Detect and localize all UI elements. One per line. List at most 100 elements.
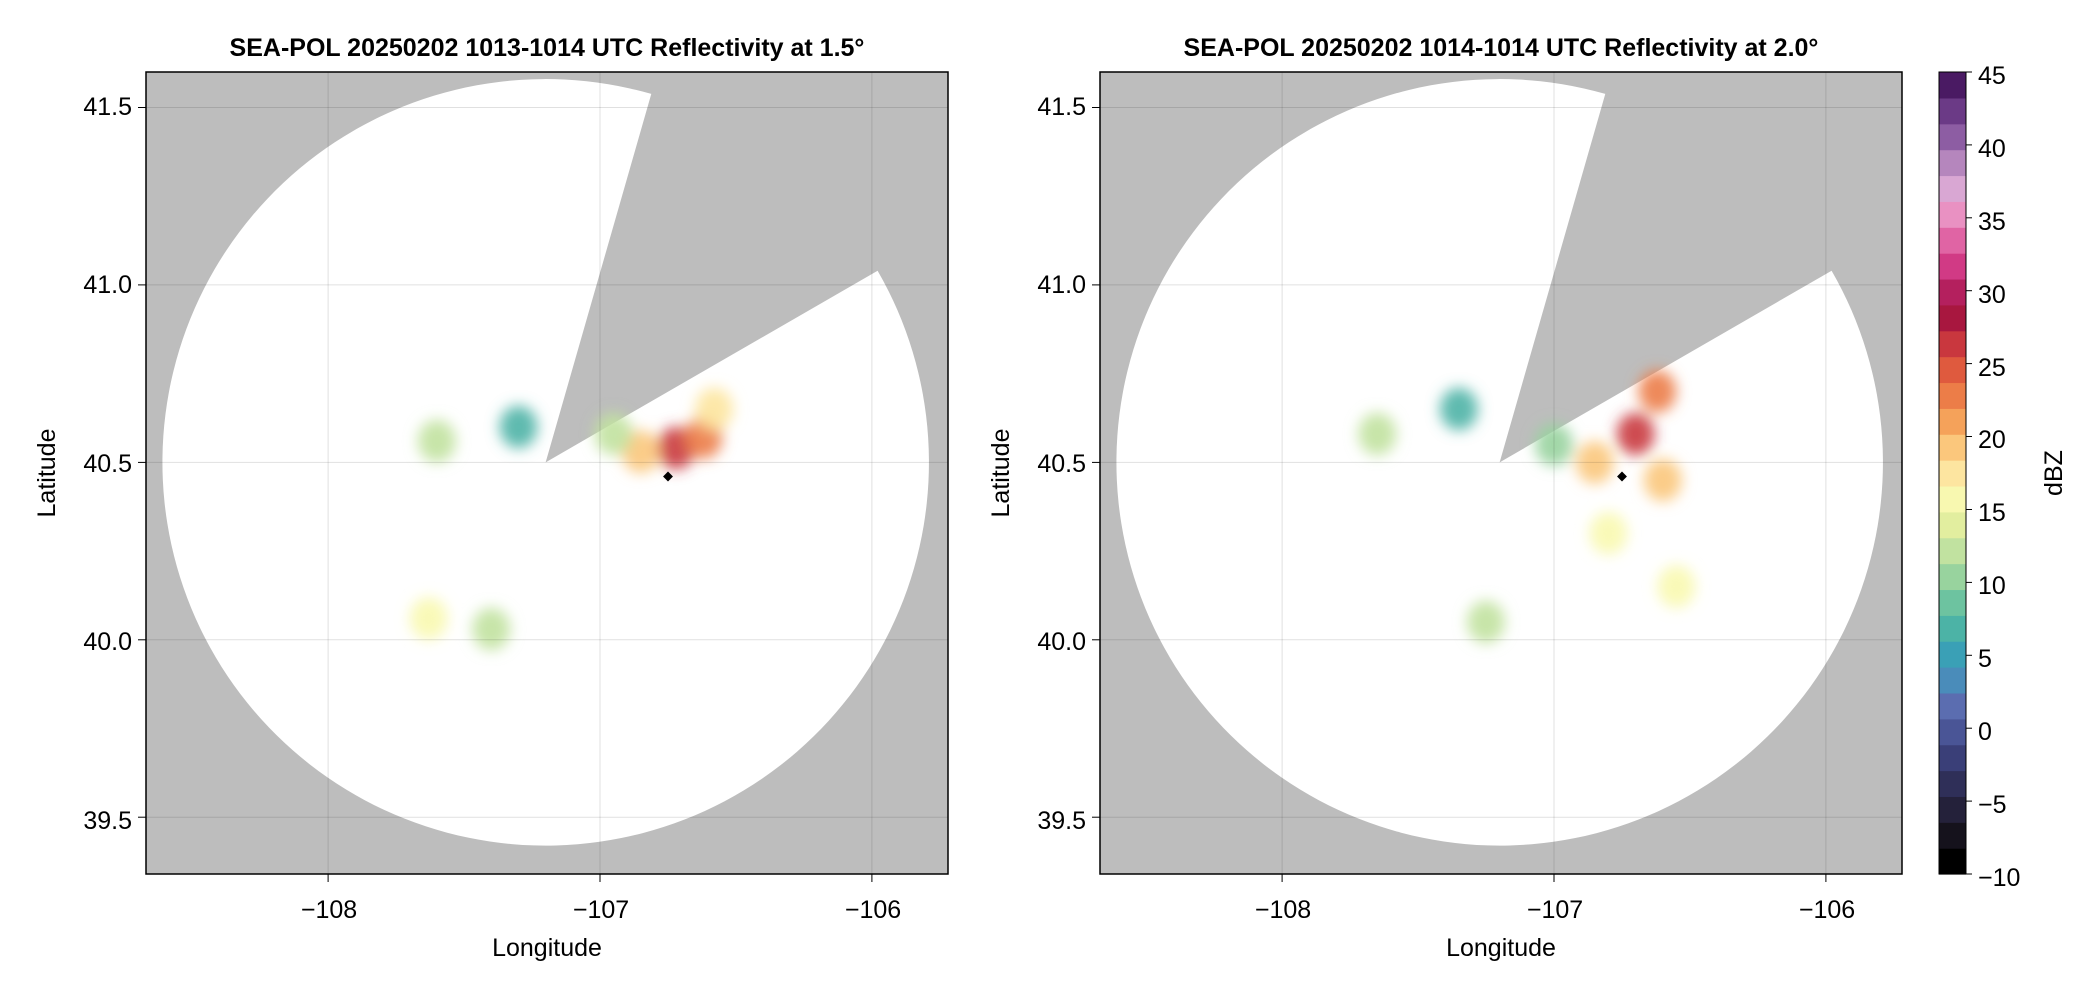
panel-1-xtick-label: −108: [301, 896, 357, 924]
panel-2-gridlines: [1100, 72, 1902, 874]
panel-1-ytick-label: 40.0: [83, 628, 132, 656]
colorbar-band: [1939, 356, 1966, 384]
colorbar-tick-label: 40: [1978, 135, 2006, 163]
echo-region: [417, 419, 456, 463]
colorbar-band: [1939, 563, 1966, 591]
panel-2-xtick-label: −108: [1255, 896, 1311, 924]
colorbar-band: [1939, 848, 1966, 875]
colorbar-band: [1939, 434, 1966, 461]
echo-region: [1657, 565, 1696, 608]
panel-2-title: SEA-POL 20250202 1014-1014 UTC Reflectiv…: [1184, 34, 1819, 62]
echo-region: [594, 412, 633, 456]
panel-1-plot-area: [146, 72, 948, 874]
colorbar-band: [1939, 796, 1966, 823]
colorbar-frame: [1938, 71, 1967, 875]
panel-1-site-marker: [663, 471, 673, 482]
colorbar-band: [1939, 408, 1966, 435]
panel-2-xtick-label: −106: [1799, 896, 1855, 924]
colorbar-tick-label: 25: [1978, 354, 2006, 382]
panel-2-ytick-label: 41.0: [1037, 271, 1086, 299]
panel-1-xtick-label: −107: [573, 896, 629, 924]
panel-2-ytick-label: 40.0: [1037, 628, 1086, 656]
colorbar-tick-label: 15: [1978, 499, 2006, 527]
panel-2-plot-area: [1100, 72, 1902, 874]
colorbar-tick-label: 20: [1978, 426, 2006, 454]
colorbar-tick-label: 45: [1978, 62, 2006, 90]
colorbar-band: [1939, 304, 1966, 332]
panel-1-echo-layer: [409, 387, 734, 651]
colorbar-tick-label: −10: [1978, 864, 2020, 892]
colorbar-band: [1939, 330, 1966, 358]
echo-region: [409, 597, 448, 640]
colorbar-band: [1939, 485, 1966, 513]
colorbar-band: [1939, 718, 1966, 746]
panel-2-ytick-label: 41.5: [1037, 93, 1086, 121]
panel-2-ylabel: Latitude: [987, 429, 1015, 518]
panel-1: SEA-POL 20250202 1013-1014 UTC Reflectiv…: [33, 34, 949, 962]
echo-region: [472, 607, 511, 651]
panel-2-ytick-label: 40.5: [1037, 450, 1086, 478]
colorbar-tick-label: −5: [1978, 791, 2007, 819]
echo-region: [1638, 370, 1677, 413]
panel-2-site-marker: [1617, 471, 1627, 482]
colorbar-label: dBZ: [2040, 450, 2068, 496]
colorbar-band: [1939, 227, 1966, 254]
panel-2-radar-coverage: [1116, 79, 1883, 846]
colorbar-tick-label: 0: [1978, 718, 1992, 746]
panel-2-frame: [1099, 71, 1903, 875]
panel-1-xlabel: Longitude: [492, 934, 602, 962]
colorbar-band: [1939, 460, 1966, 487]
echo-region: [695, 387, 734, 431]
colorbar-band: [1939, 537, 1966, 565]
echo-region: [1575, 441, 1614, 484]
colorbar-band: [1939, 382, 1966, 409]
colorbar-band: [1939, 201, 1966, 228]
panel-2-ytick-label: 39.5: [1037, 807, 1086, 835]
colorbar: 45 40 35 30 25 20 15 10 5 0 −5 −10 dBZ: [1938, 62, 2068, 892]
colorbar-band: [1939, 744, 1966, 772]
panel-1-radar-coverage: [162, 79, 929, 846]
panel-1-ytick-label: 41.0: [83, 271, 132, 299]
colorbar-band: [1939, 253, 1966, 280]
echo-region: [1467, 600, 1505, 644]
colorbar-band: [1939, 511, 1966, 539]
colorbar-band: [1939, 97, 1966, 125]
panel-1-ytick-label: 40.5: [83, 450, 132, 478]
panel-2-echo-layer: [1358, 370, 1696, 644]
colorbar-ticks: 45 40 35 30 25 20 15 10 5 0 −5 −10: [1966, 62, 2020, 892]
colorbar-tick-label: 35: [1978, 208, 2006, 236]
colorbar-band: [1939, 641, 1966, 668]
colorbar-band: [1939, 278, 1966, 306]
colorbar-tick-label: 30: [1978, 281, 2006, 309]
colorbar-band: [1939, 667, 1966, 694]
colorbar-band: [1939, 589, 1966, 616]
colorbar-band: [1939, 615, 1966, 642]
colorbar-band: [1939, 72, 1966, 99]
colorbar-band: [1939, 822, 1966, 849]
panel-1-xtick-label: −106: [845, 896, 901, 924]
colorbar-tick-label: 10: [1978, 572, 2006, 600]
echo-region: [1589, 512, 1628, 555]
colorbar-band: [1939, 770, 1966, 797]
colorbar-tick-label: 5: [1978, 645, 1992, 673]
echo-region: [1358, 412, 1397, 456]
panel-1-ylabel: Latitude: [33, 429, 61, 518]
echo-region: [1535, 423, 1573, 466]
colorbar-band: [1939, 149, 1966, 177]
colorbar-bands: [1939, 72, 1966, 875]
panel-1-ytick-label: 39.5: [83, 807, 132, 835]
echo-region: [1616, 412, 1655, 456]
echo-region: [1439, 387, 1478, 431]
panel-1-ytick-label: 41.5: [83, 93, 132, 121]
panel-1-frame: [145, 71, 949, 875]
panel-1-gridlines: [146, 72, 948, 874]
echo-region: [499, 405, 538, 449]
colorbar-band: [1939, 123, 1966, 151]
panel-2-ticks: −108 −107 −106 39.5 40.0 40.5 41.0 41.5: [1037, 93, 1855, 924]
panel-2-xlabel: Longitude: [1446, 934, 1556, 962]
panel-2-xtick-label: −107: [1527, 896, 1583, 924]
echo-region: [1643, 458, 1682, 502]
panel-2: SEA-POL 20250202 1014-1014 UTC Reflectiv…: [987, 34, 1903, 962]
colorbar-band: [1939, 175, 1966, 202]
